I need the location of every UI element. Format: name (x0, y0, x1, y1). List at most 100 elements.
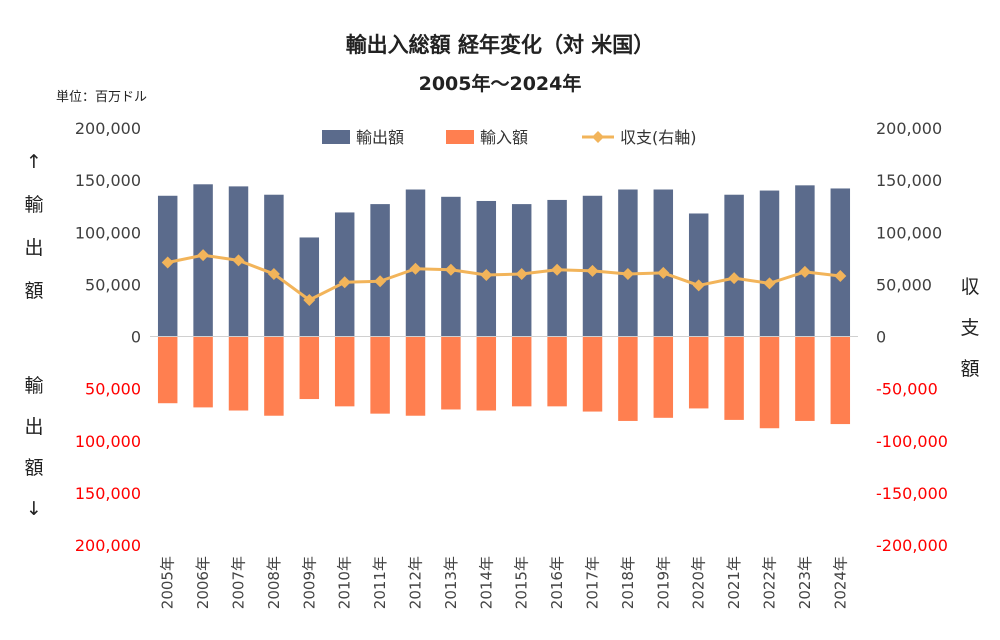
left-axis-label-char: ↑ (26, 151, 42, 173)
x-tick-label: 2011年 (371, 556, 389, 609)
legend-label: 収支(右軸) (620, 128, 697, 147)
balance-marker (798, 265, 811, 278)
export-bar (795, 185, 815, 337)
x-tick-label: 2019年 (654, 556, 672, 609)
import-bar (299, 336, 320, 400)
export-bar (653, 189, 674, 337)
x-tick-label: 2007年 (230, 556, 248, 609)
x-tick-label: 2023年 (796, 556, 814, 609)
legend: 輸出額 輸入額 収支(右軸) (322, 128, 697, 147)
balance-marker (480, 268, 493, 281)
right-tick-label: 0 (876, 328, 886, 347)
balance-marker (551, 263, 564, 276)
x-tick-label: 2012年 (407, 556, 425, 609)
balance-marker (409, 262, 422, 275)
left-tick-label: 100,000 (75, 223, 141, 242)
import-bar (830, 336, 851, 425)
chart-title: 輸出入総額 経年変化（対 米国） (346, 33, 655, 57)
export-bar (688, 213, 709, 337)
unit-label: 単位：百万ドル (56, 89, 147, 105)
import-bar (547, 336, 567, 407)
left-axis-label-char: 額 (24, 457, 43, 479)
import-bar (618, 336, 638, 421)
x-tick-label: 2018年 (619, 556, 637, 609)
export-bar (334, 212, 355, 337)
x-tick-label: 2017年 (584, 556, 602, 609)
legend-swatch (446, 130, 474, 144)
left-axis-label-char: 出 (24, 416, 43, 438)
right-axis-ticks: 200,000 150,000 100,000 50,000 0 -50,000 -100,… (876, 119, 948, 555)
balance-marker (161, 256, 174, 269)
export-bar (370, 204, 390, 337)
balance-line (161, 249, 847, 307)
chart-subtitle: 2005年～2024年 (419, 72, 582, 95)
x-tick-label: 2021年 (725, 556, 743, 609)
import-bar (334, 336, 355, 407)
export-bar (618, 189, 638, 337)
export-bar (476, 200, 497, 337)
left-tick-label: 150,000 (75, 484, 141, 503)
x-tick-label: 2010年 (336, 556, 354, 609)
x-tick-label: 2020年 (690, 556, 708, 609)
balance-marker (657, 266, 670, 279)
right-tick-label: -150,000 (876, 484, 948, 503)
left-axis-label-char: 額 (24, 280, 43, 302)
balance-marker (586, 264, 599, 277)
legend-swatch-marker (592, 131, 604, 143)
legend-swatch (322, 130, 350, 144)
left-axis-label-char: 輸 (24, 194, 43, 216)
left-axis-label-char: 出 (24, 237, 43, 259)
left-tick-label: 200,000 (75, 119, 141, 138)
x-tick-label: 2013年 (442, 556, 460, 609)
x-tick-label: 2024年 (831, 556, 849, 609)
x-tick-label: 2009年 (300, 556, 318, 609)
balance-marker (444, 263, 457, 276)
bars (157, 184, 851, 429)
right-tick-label: 50,000 (876, 275, 932, 294)
export-bar (830, 188, 851, 337)
import-bar (688, 336, 709, 409)
import-bar (157, 336, 178, 404)
x-tick-label: 2005年 (159, 556, 177, 609)
right-tick-label: 100,000 (876, 223, 942, 242)
right-axis-label-char: 額 (960, 358, 979, 380)
right-tick-label: 150,000 (876, 171, 942, 190)
import-bar (405, 336, 426, 416)
balance-marker (621, 267, 634, 280)
balance-marker (338, 276, 351, 289)
import-bar (582, 336, 603, 412)
balance-marker (763, 277, 776, 290)
x-tick-label: 2006年 (194, 556, 212, 609)
left-tick-label: 100,000 (75, 432, 141, 451)
import-bar (441, 336, 461, 410)
balance-marker (232, 254, 245, 267)
right-tick-label: 200,000 (876, 119, 942, 138)
x-tick-label: 2022年 (761, 556, 779, 609)
import-bar (370, 336, 390, 414)
import-bar (264, 336, 284, 416)
import-bar (759, 336, 780, 429)
export-bar (724, 194, 744, 337)
x-tick-label: 2015年 (513, 556, 531, 609)
import-bar (653, 336, 674, 418)
right-tick-label: -100,000 (876, 432, 948, 451)
x-tick-label: 2014年 (477, 556, 495, 609)
balance-marker (303, 294, 316, 307)
left-tick-label: 150,000 (75, 171, 141, 190)
export-bar (759, 190, 780, 337)
left-axis-ticks: 200,000 150,000 100,000 50,000 0 50,000 100,00… (75, 119, 141, 555)
right-axis-label-char: 収 (960, 276, 979, 298)
balance-marker (374, 275, 387, 288)
left-tick-label: 50,000 (85, 380, 141, 399)
legend-label: 輸入額 (480, 128, 528, 147)
left-tick-label: 50,000 (85, 275, 141, 294)
balance-marker (728, 272, 741, 285)
x-axis-ticks: 2005年 2006年 2007年 2008年 2009年 2010年 2011年 2012年… (159, 556, 850, 609)
balance-marker (197, 249, 210, 262)
left-axis-label-char: 輸 (24, 375, 43, 397)
right-axis-label: 収支額 (960, 276, 979, 380)
balance-marker (515, 267, 528, 280)
right-tick-label: -50,000 (876, 380, 938, 399)
